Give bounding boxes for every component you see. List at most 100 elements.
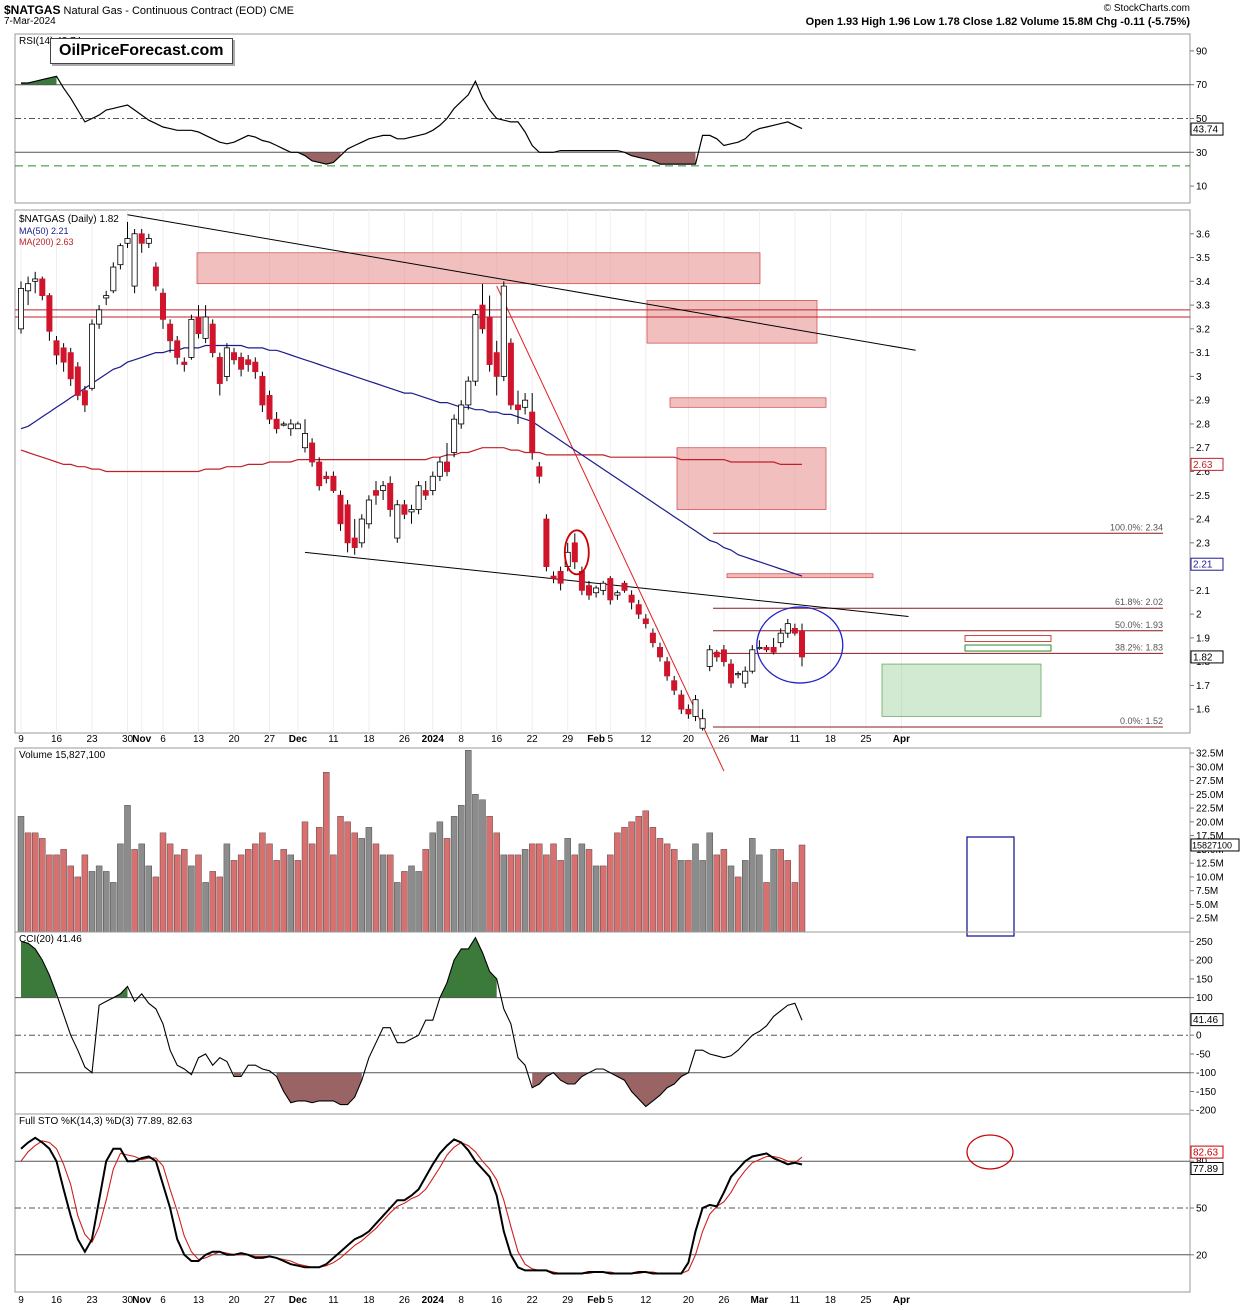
volume-bar: [67, 865, 74, 933]
x-axis-label: 8: [458, 734, 464, 745]
candle-body: [493, 352, 500, 377]
x-axis-label: 26: [718, 734, 730, 745]
candle-body: [316, 461, 323, 487]
candle-body: [103, 295, 110, 299]
candle-body: [465, 380, 472, 406]
cci-axis-tick-label: 100: [1196, 993, 1213, 1004]
candle-body: [394, 504, 401, 539]
volume-bar: [202, 882, 209, 933]
candle-body: [96, 309, 103, 325]
volume-axis-tick-label: 5.0M: [1196, 900, 1218, 911]
candle-body: [678, 694, 685, 710]
fib-label: 38.2%: 1.83: [1115, 642, 1163, 652]
cci-axis-tick-label: -150: [1196, 1087, 1216, 1098]
price-axis-tick-label: 2: [1196, 610, 1202, 621]
cci-axis-tick-label: -200: [1196, 1106, 1216, 1117]
x-axis-label: 25: [860, 1295, 872, 1306]
volume-bar: [749, 838, 756, 933]
candle-body: [159, 292, 166, 320]
candle-body: [791, 628, 798, 634]
volume-bar: [507, 854, 515, 933]
candle-body: [557, 570, 564, 584]
candle-body: [74, 366, 81, 396]
volume-bar: [458, 805, 465, 933]
ma200-last-value-box: [1190, 457, 1224, 471]
volume-bar: [493, 832, 500, 933]
volume-title: Volume 15,827,100: [19, 750, 106, 761]
volume-bar: [649, 827, 657, 933]
volume-bar: [443, 838, 451, 933]
candle-body: [415, 485, 422, 510]
volume-bar: [628, 821, 635, 933]
candle-body: [657, 647, 664, 658]
candle-body: [799, 630, 806, 658]
volume-bar: [600, 865, 607, 933]
sto-k-last-value: 77.89: [1193, 1164, 1218, 1175]
close-last-value-box: [1190, 650, 1224, 664]
candle-body: [458, 404, 465, 425]
volume-bar: [521, 849, 529, 933]
sto-frame: [14, 1113, 1191, 1293]
x-axis-label: 22: [527, 734, 539, 745]
x-axis-label: 9: [18, 734, 24, 745]
volume-bar: [53, 854, 60, 933]
price-axis-tick-label: 2.7: [1196, 443, 1210, 454]
candle-body: [117, 245, 124, 266]
candle-body: [131, 233, 138, 287]
candle-body: [287, 423, 294, 430]
cci-last-value-box: [1190, 1013, 1224, 1027]
trendline: [127, 214, 916, 351]
candle-body: [536, 466, 543, 477]
candle-body: [451, 418, 458, 453]
resistance-zone: [646, 299, 818, 344]
volume-bar: [415, 871, 422, 933]
volume-bar: [216, 876, 224, 933]
price-axis-tick-label: 3.4: [1196, 277, 1210, 288]
rsi-axis-tick-label: 70: [1196, 80, 1208, 91]
price-axis-tick-label: 2.3: [1196, 538, 1210, 549]
volume-bar: [124, 805, 131, 933]
resistance-zone: [669, 397, 827, 408]
candle-body: [777, 632, 784, 644]
rsi-oversold-fill: [290, 152, 341, 165]
volume-bar: [32, 832, 39, 933]
candle-body: [351, 537, 358, 548]
chart-header-left: $NATGAS Natural Gas - Continuous Contrac…: [4, 3, 294, 17]
rsi-axis-tick-label: 50: [1196, 114, 1208, 125]
candle-body: [46, 295, 53, 332]
candle-body: [181, 361, 188, 365]
volume-bar: [24, 832, 32, 933]
candle-body: [770, 647, 777, 653]
volume-bar: [692, 843, 699, 933]
candle-body: [301, 433, 308, 449]
volume-bar: [88, 871, 96, 933]
candle-body: [642, 618, 649, 625]
sto-d-last-value: 82.63: [1193, 1148, 1218, 1159]
volume-bar: [294, 860, 302, 933]
candle-body: [507, 342, 514, 406]
x-axis-label: 18: [825, 1295, 837, 1306]
candle-body: [53, 340, 60, 356]
candle-body: [735, 673, 742, 676]
volume-bar: [592, 865, 600, 933]
volume-highlight-box: [966, 836, 1015, 937]
volume-bar: [237, 854, 245, 933]
volume-axis-tick-label: 22.5M: [1196, 804, 1224, 815]
volume-bar: [195, 854, 202, 933]
volume-bar: [706, 832, 713, 933]
x-axis-label: 8: [458, 1295, 464, 1306]
volume-bar: [372, 843, 380, 933]
volume-bar: [550, 843, 557, 933]
candle-body: [635, 604, 642, 615]
cci-oversold-fill: [610, 1072, 689, 1107]
volume-bar: [358, 838, 365, 933]
volume-bar: [635, 816, 642, 933]
volume-bar: [671, 849, 678, 933]
volume-bar: [734, 876, 742, 933]
volume-bar: [436, 821, 444, 933]
volume-bar: [656, 838, 664, 933]
candle-body: [692, 699, 699, 717]
sto-panel: Full STO %K(14,3) %D(3) 77.89, 82.63 20 50…: [14, 1113, 1224, 1293]
volume-bar: [408, 865, 415, 933]
